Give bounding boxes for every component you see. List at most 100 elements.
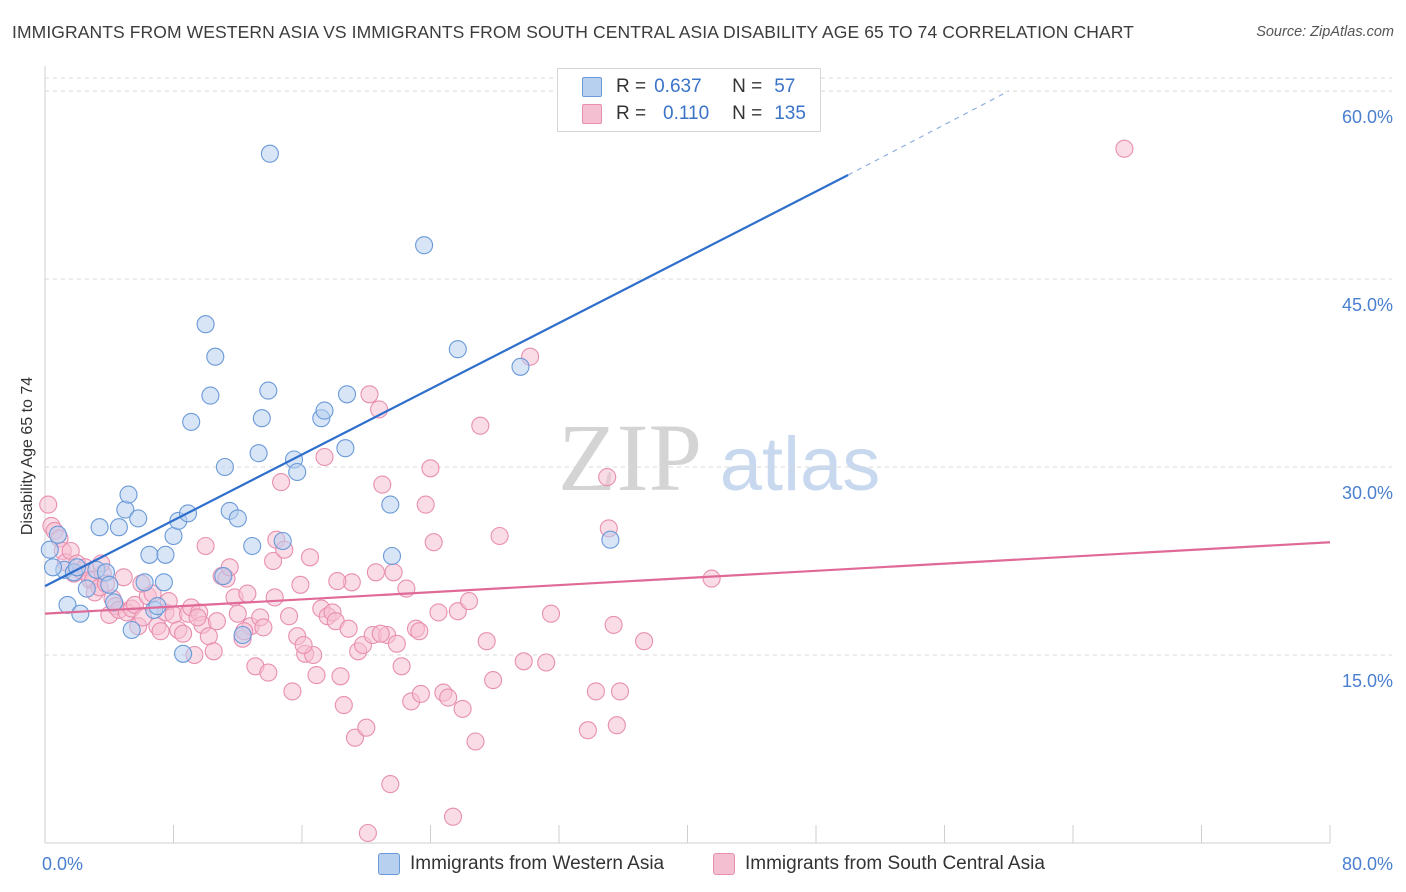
data-point-western-asia — [119, 485, 138, 504]
watermark-atlas: atlas — [720, 422, 881, 507]
data-point-south-central-asia — [702, 569, 721, 588]
data-point-south-central-asia — [578, 721, 597, 740]
data-point-western-asia — [206, 347, 225, 366]
bottom-legend-south-central-asia: Immigrants from South Central Asia — [713, 851, 1045, 877]
data-point-western-asia — [174, 644, 193, 663]
data-point-western-asia — [382, 546, 402, 566]
data-point-south-central-asia — [151, 622, 170, 641]
data-point-western-asia — [71, 604, 90, 623]
data-point-western-asia — [43, 558, 63, 577]
tick-labels: 15.0% 30.0% 45.0% 60.0% 0.0% 80.0% — [42, 107, 1393, 874]
data-point-south-central-asia — [514, 652, 533, 671]
data-point-south-central-asia — [188, 608, 207, 627]
data-point-south-central-asia — [424, 533, 443, 552]
data-point-south-central-asia — [345, 728, 365, 747]
data-point-south-central-asia — [1115, 139, 1134, 158]
data-point-south-central-asia — [228, 604, 247, 623]
data-point-western-asia — [201, 386, 220, 405]
data-point-western-asia — [77, 579, 96, 598]
data-point-south-central-asia — [484, 671, 503, 690]
data-point-south-central-asia — [448, 602, 467, 621]
y-tick-label: 15.0% — [1342, 671, 1393, 691]
data-point-south-central-asia — [537, 653, 556, 672]
data-point-western-asia — [154, 573, 173, 592]
data-point-south-central-asia — [174, 624, 193, 643]
data-point-south-central-asia — [315, 447, 334, 467]
data-point-south-central-asia — [264, 551, 283, 571]
legend-r-value: 0.110 — [663, 103, 710, 124]
x-tick-label: 0.0% — [42, 854, 83, 874]
data-point-western-asia — [48, 525, 67, 544]
data-point-western-asia — [336, 439, 355, 458]
data-point-western-asia — [511, 357, 530, 376]
data-point-south-central-asia — [360, 385, 379, 404]
data-point-south-central-asia — [307, 666, 326, 685]
data-point-south-central-asia — [357, 718, 376, 737]
data-point-south-central-asia — [371, 624, 390, 643]
data-point-western-asia — [135, 573, 154, 592]
legend-r-label: R = — [616, 103, 647, 124]
data-point-western-asia — [40, 540, 59, 559]
bottom-legend-swatch-pink — [713, 853, 735, 875]
data-point-south-central-asia — [339, 619, 358, 638]
data-point-western-asia — [415, 236, 434, 255]
data-point-south-central-asia — [199, 627, 218, 646]
data-point-south-central-asia — [384, 563, 403, 582]
data-point-south-central-asia — [635, 632, 654, 651]
data-point-south-central-asia — [238, 584, 257, 603]
data-point-south-central-asia — [283, 682, 302, 701]
data-point-south-central-asia — [410, 622, 429, 641]
data-point-south-central-asia — [265, 588, 284, 607]
data-point-south-central-asia — [114, 568, 133, 587]
axes — [44, 66, 1331, 844]
data-point-western-asia — [259, 381, 278, 400]
data-point-south-central-asia — [586, 682, 605, 701]
data-point-western-asia — [214, 567, 233, 586]
data-point-south-central-asia — [387, 634, 406, 653]
legend-row-south-central-asia: R = 0.110 N = 135 — [582, 102, 806, 126]
data-point-south-central-asia — [291, 575, 310, 594]
legend-n-label: N = — [732, 76, 763, 97]
y-tick-label: 30.0% — [1342, 483, 1393, 503]
data-point-south-central-asia — [443, 807, 463, 826]
data-point-south-central-asia — [439, 688, 458, 707]
data-point-western-asia — [381, 495, 400, 514]
chart-title: IMMIGRANTS FROM WESTERN ASIA VS IMMIGRAN… — [12, 22, 1134, 42]
data-point-south-central-asia — [490, 526, 509, 546]
trend-line-western-asia — [44, 174, 849, 588]
data-point-western-asia — [249, 444, 268, 463]
trend-line-south-central-asia — [44, 541, 1331, 615]
legend-n-value: 135 — [774, 103, 806, 124]
trend-line-western-asia-extension — [847, 90, 1010, 176]
legend-n-label: N = — [732, 103, 763, 124]
legend-r-label: R = — [616, 76, 647, 97]
data-point-western-asia — [105, 593, 124, 612]
data-point-western-asia — [182, 412, 201, 431]
series-south-central-asia-points — [39, 139, 1134, 843]
data-point-south-central-asia — [607, 716, 626, 735]
data-point-western-asia — [252, 409, 271, 428]
data-point-south-central-asia — [366, 563, 385, 582]
data-point-south-central-asia — [207, 612, 226, 631]
data-point-south-central-asia — [453, 699, 472, 718]
data-point-western-asia — [156, 545, 175, 564]
data-point-south-central-asia — [254, 618, 273, 637]
data-point-western-asia — [233, 625, 252, 645]
data-point-western-asia — [100, 575, 119, 594]
bottom-legend-label: Immigrants from South Central Asia — [745, 853, 1045, 874]
correlation-legend: R = 0.637 N = 57 R = 0.110 N = 135 — [557, 68, 821, 132]
chart-source: Source: ZipAtlas.com — [1256, 24, 1394, 40]
bottom-legend-swatch-blue — [378, 853, 400, 875]
data-point-south-central-asia — [259, 663, 278, 682]
y-tick-label: 45.0% — [1342, 295, 1393, 315]
data-point-south-central-asia — [429, 603, 448, 622]
data-point-south-central-asia — [471, 416, 490, 435]
data-point-south-central-asia — [334, 696, 353, 715]
data-point-south-central-asia — [358, 823, 377, 843]
data-point-western-asia — [122, 620, 141, 640]
data-point-south-central-asia — [272, 473, 291, 492]
data-point-western-asia — [243, 536, 262, 556]
data-point-south-central-asia — [466, 732, 485, 751]
data-point-south-central-asia — [477, 632, 496, 651]
data-point-south-central-asia — [280, 607, 299, 626]
